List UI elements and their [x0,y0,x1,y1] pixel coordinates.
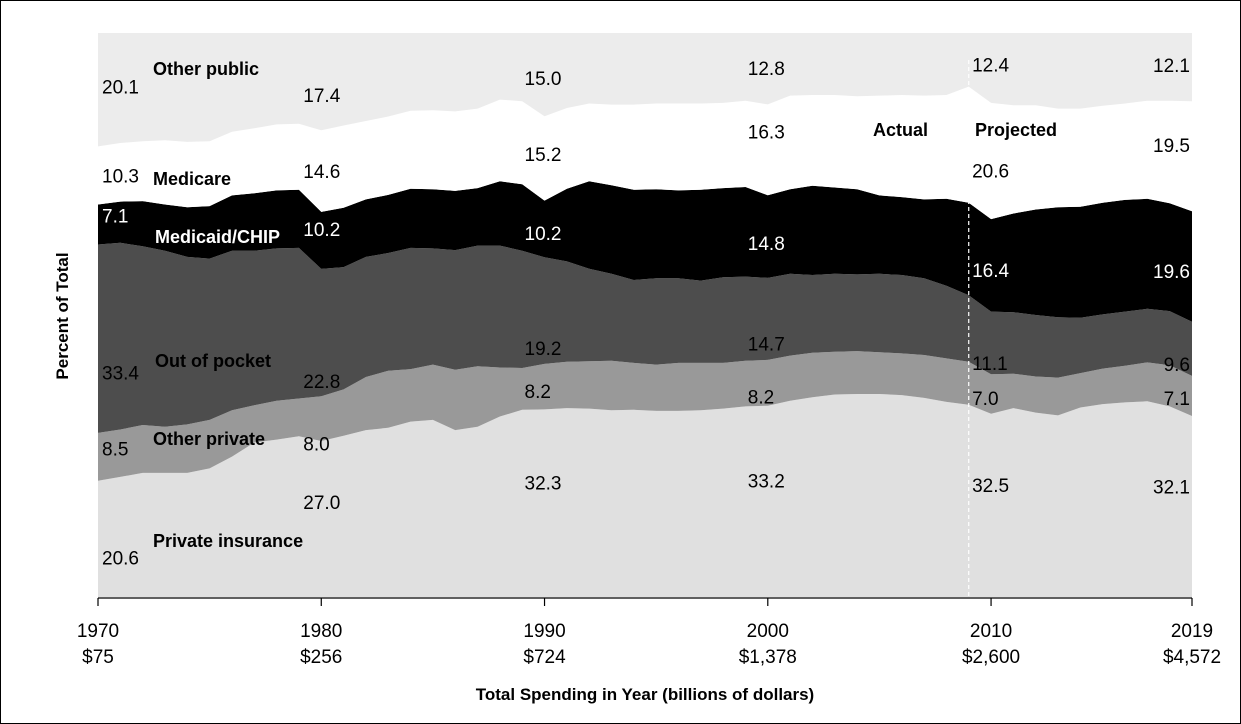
x-tick-label-year: 2010 [970,621,1012,642]
area-medicare [98,86,1192,220]
series-label-medicaid-chip: Medicaid/CHIP [155,227,280,247]
data-label-private-insurance-1980: 27.0 [303,493,340,514]
data-label-other-private-2000: 8.2 [748,388,774,409]
data-label-out-of-pocket-1980: 22.8 [303,372,340,393]
x-axis-ticks: 1970 $75 1980 $256 1990 $724 2000 $1,378 2010 $2,… [77,598,1221,668]
data-label-private-insurance-1970: 20.6 [102,549,139,570]
data-labels: 20.6 27.0 32.3 33.2 32.5 32.1 8.5 8.0 8.2 8.2 7.0 7… [102,56,1190,570]
data-label-out-of-pocket-1970: 33.4 [102,364,139,385]
data-label-medicaid-chip-1980: 10.2 [303,220,340,241]
series-label-private-insurance: Private insurance [153,531,303,551]
data-label-out-of-pocket-1990: 19.2 [525,339,562,360]
x-tick-label-year: 2000 [747,621,789,642]
data-label-medicare-1980: 14.6 [303,162,340,183]
area-private-insurance [98,394,1192,597]
series-label-out-of-pocket: Out of pocket [155,351,271,371]
data-label-medicaid-chip-1970: 7.1 [102,206,128,227]
x-tick-label-year: 2019 [1171,621,1213,642]
data-label-medicare-2019: 19.5 [1153,136,1190,157]
x-tick-label-spending: $2,600 [962,647,1020,668]
data-label-private-insurance-2019: 32.1 [1153,478,1190,499]
x-tick-label-year: 1980 [300,621,342,642]
data-label-medicare-2010: 20.6 [972,161,1009,182]
x-tick-label-spending: $4,572 [1163,647,1221,668]
data-label-private-insurance-1990: 32.3 [525,474,562,495]
data-label-medicare-2000: 16.3 [748,123,785,144]
x-tick-label-spending: $256 [300,647,342,668]
actual-label: Actual [873,120,928,140]
y-axis-title: Percent of Total [53,252,72,379]
area-other-private [98,351,1192,481]
x-tick-label-spending: $1,378 [739,647,797,668]
data-label-private-insurance-2010: 32.5 [972,476,1009,497]
data-label-out-of-pocket-2000: 14.7 [748,335,785,356]
data-label-other-public-2019: 12.1 [1153,56,1190,77]
data-label-medicaid-chip-2010: 16.4 [972,261,1009,282]
data-label-medicaid-chip-1990: 10.2 [525,224,562,245]
area-out-of-pocket [98,242,1192,433]
series-label-medicare: Medicare [153,169,231,189]
data-label-other-public-1980: 17.4 [303,86,340,107]
area-layers [98,33,1192,597]
projected-label: Projected [975,120,1057,140]
data-label-private-insurance-2000: 33.2 [748,471,785,492]
area-medicaid-chip [98,181,1192,322]
series-label-other-private: Other private [153,429,265,449]
data-label-other-private-2019: 7.1 [1164,389,1190,410]
data-label-other-private-1980: 8.0 [303,434,329,455]
data-label-medicaid-chip-2019: 19.6 [1153,262,1190,283]
data-label-out-of-pocket-2019: 9.6 [1164,355,1190,376]
data-label-medicare-1990: 15.2 [525,145,562,166]
data-label-other-public-1990: 15.0 [525,69,562,90]
data-label-other-public-2010: 12.4 [972,56,1009,77]
x-tick-label-spending: $75 [82,647,114,668]
series-label-other-public: Other public [153,59,259,79]
data-label-other-public-2000: 12.8 [748,59,785,80]
data-label-medicare-1970: 10.3 [102,166,139,187]
data-label-other-private-1970: 8.5 [102,440,128,461]
data-label-other-public-1970: 20.1 [102,77,139,98]
area-other-public [98,33,1192,147]
x-tick-label-spending: $724 [523,647,566,668]
x-tick-label-year: 1970 [77,621,119,642]
x-axis-title: Total Spending in Year (billions of doll… [476,685,814,704]
data-label-out-of-pocket-2010: 11.1 [972,354,1008,375]
data-label-other-private-2010: 7.0 [972,389,998,410]
x-tick-label-year: 1990 [523,621,565,642]
data-label-other-private-1990: 8.2 [525,382,551,403]
data-label-medicaid-chip-2000: 14.8 [748,234,785,255]
